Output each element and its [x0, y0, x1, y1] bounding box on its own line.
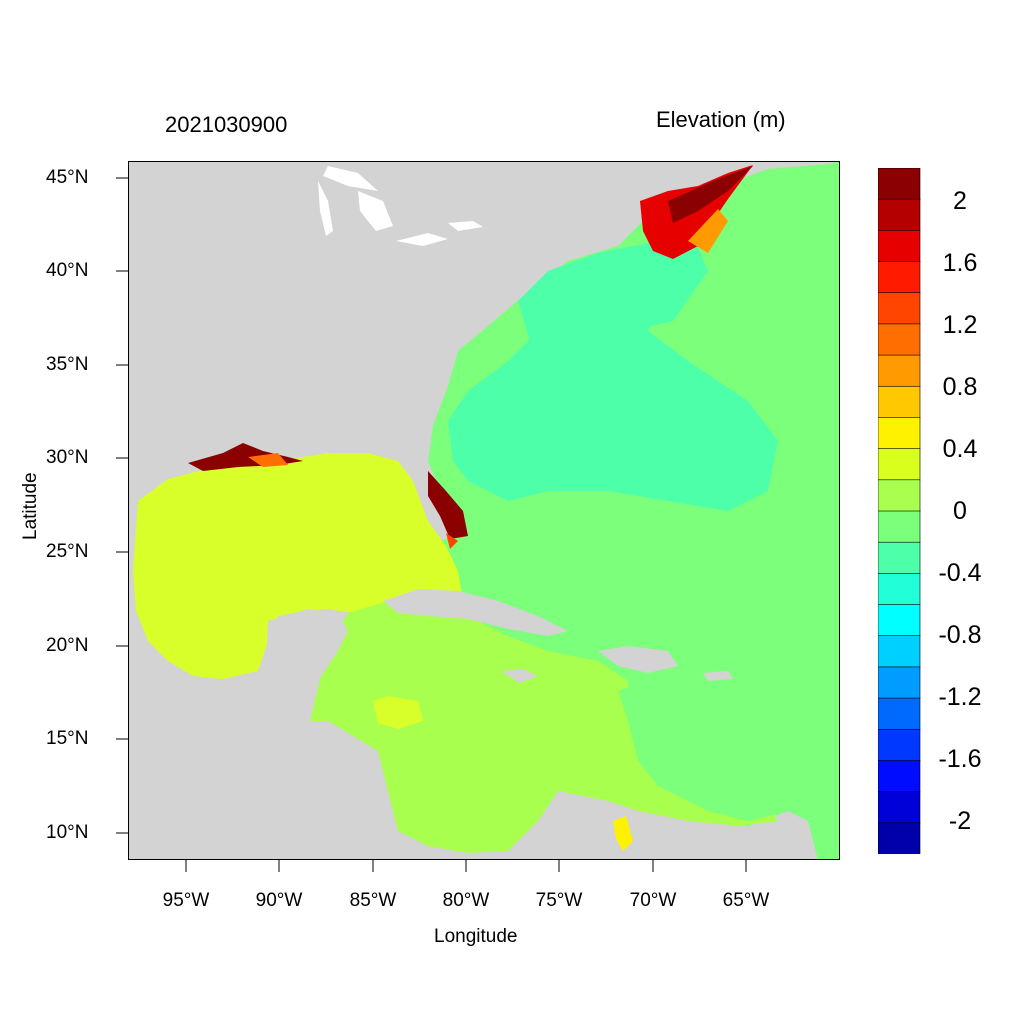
lake-michigan: [318, 181, 333, 236]
colorbar-swatch: [878, 385, 921, 419]
ytick-35n: 35°N: [46, 354, 89, 375]
colorbar-swatch: [878, 510, 921, 543]
colorbar-label-1-2: 1.2: [942, 311, 978, 339]
colorbar-label-neg-0-8: -0.8: [938, 621, 982, 649]
colorbar-swatch: [878, 541, 921, 575]
colorbar-swatch: [878, 230, 921, 263]
ytick-25n: 25°N: [46, 541, 89, 562]
maracaibo-yellow: [613, 816, 633, 851]
yucatan-peninsula: [258, 609, 348, 721]
ytick-45n: 45°N: [46, 167, 89, 188]
xtick-75w: 75°W: [535, 890, 583, 911]
ytick-30n: 30°N: [46, 447, 89, 468]
map-border: [128, 161, 840, 860]
colorbar-label-1-6: 1.6: [942, 249, 978, 277]
colorbar-label-neg-1-2: -1.2: [938, 683, 982, 711]
xtick-95w: 95°W: [162, 890, 210, 911]
colorbar-swatch: [878, 822, 921, 854]
honduras-surge: [373, 696, 423, 729]
caribbean-east: [618, 681, 818, 821]
northern-gulf-surge-orange: [248, 453, 288, 467]
colorbar-label-neg-2: -2: [948, 807, 972, 835]
colorbar-label-0-8: 0.8: [942, 373, 978, 401]
colorbar-label-neg-1-6: -1.6: [938, 745, 982, 773]
colorbar-label-0: 0: [953, 497, 967, 525]
variable-title: Elevation (m): [656, 107, 786, 132]
hispaniola-island: [598, 646, 678, 673]
colorbar-swatch: [878, 479, 921, 512]
colorbar-label-2: 2: [953, 187, 967, 215]
florida-surge: [428, 471, 468, 539]
puerto-rico-island: [703, 671, 733, 681]
map-datetime-title: 2021030900: [165, 112, 288, 137]
xtick-80w: 80°W: [442, 890, 490, 911]
colorbar-label-0-4: 0.4: [942, 435, 978, 463]
xtick-90w: 90°W: [255, 890, 303, 911]
colorbar-label-neg-0-4: -0.4: [938, 559, 982, 587]
colorbar-swatch: [878, 604, 921, 637]
colorbar-swatch: [878, 417, 921, 450]
ytick-40n: 40°N: [46, 260, 89, 281]
colorbar-swatch: [878, 198, 921, 232]
lake-huron: [358, 191, 393, 231]
caribbean-sea: [310, 601, 778, 853]
colorbar-swatch: [878, 261, 921, 294]
colorbar-swatch: [878, 354, 921, 388]
colorbar-swatch: [878, 728, 921, 762]
colorbar-swatch: [878, 791, 921, 824]
lake-ontario: [448, 221, 483, 231]
gulf-of-mexico: [133, 453, 463, 679]
colorbar-swatch: [878, 666, 921, 699]
colorbar-swatch: [878, 635, 921, 668]
florida-surge-tip: [446, 533, 458, 549]
xtick-70w: 70°W: [629, 890, 677, 911]
colorbar-swatch: [878, 573, 921, 606]
colorbar: [878, 168, 921, 854]
colorbar-swatch: [878, 323, 921, 356]
lake-erie: [396, 233, 448, 246]
elevation-map: [128, 161, 840, 860]
atlantic-coastal-band: [448, 251, 778, 511]
gulf-of-maine-surge-core: [668, 166, 753, 223]
ytick-15n: 15°N: [46, 728, 89, 749]
jamaica-island: [500, 669, 538, 683]
colorbar-swatch: [878, 292, 921, 325]
x-axis-label: Longitude: [434, 926, 518, 947]
xtick-65w: 65°W: [722, 890, 770, 911]
xtick-85w: 85°W: [349, 890, 397, 911]
colorbar-swatch: [878, 697, 921, 731]
gulf-of-maine-surge-edge: [688, 209, 728, 253]
cuba-island: [383, 589, 568, 636]
ytick-20n: 20°N: [46, 635, 89, 656]
colorbar-swatch: [878, 448, 921, 481]
atlantic-coastal-band-north: [518, 236, 708, 351]
y-axis-label: Latitude: [20, 472, 41, 540]
colorbar-swatch: [878, 760, 921, 793]
lake-superior: [323, 166, 378, 191]
colorbar-swatch: [878, 168, 921, 200]
ytick-10n: 10°N: [46, 822, 89, 843]
